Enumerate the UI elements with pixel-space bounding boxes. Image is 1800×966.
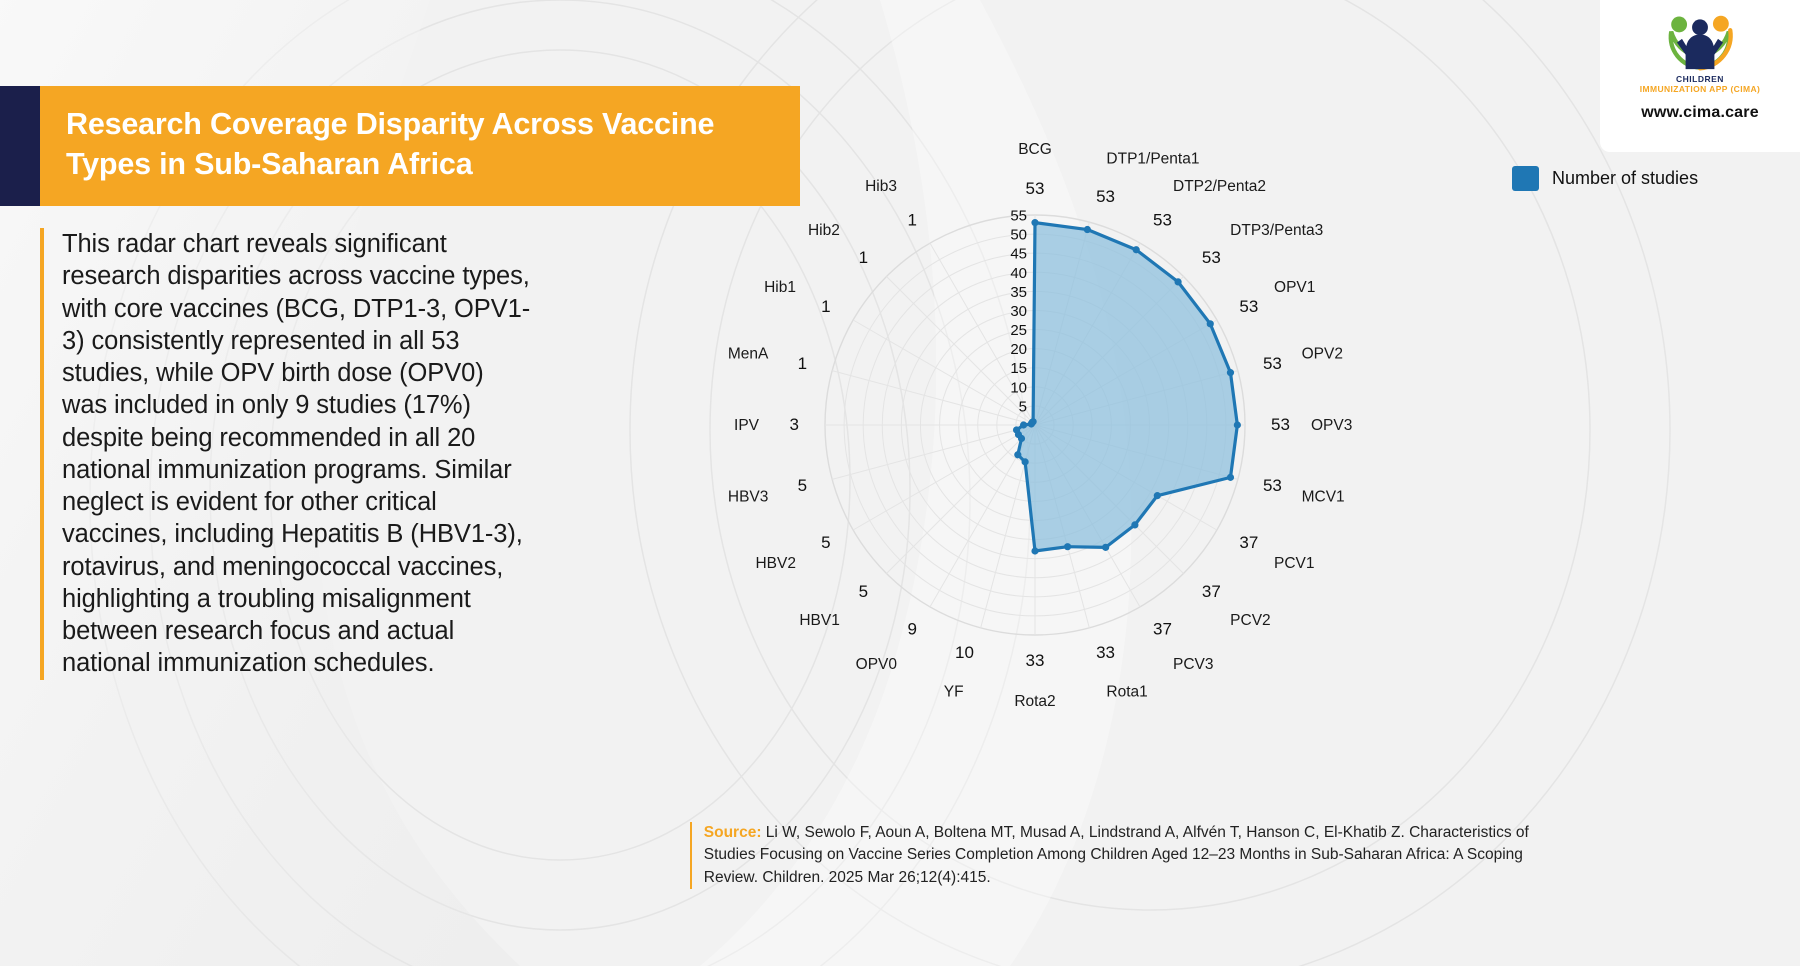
axis-value-label: 53	[1263, 354, 1282, 373]
legend-color-swatch	[1512, 166, 1539, 191]
radial-tick-label: 45	[1010, 246, 1027, 263]
axis-value-label: 53	[1263, 476, 1282, 495]
radial-tick-label: 20	[1010, 341, 1027, 358]
axis-value-label: 53	[1026, 179, 1045, 198]
axis-category-label: Hib1	[764, 279, 796, 296]
legend-label: Number of studies	[1552, 168, 1699, 188]
logo-line-2-main: IMMUNIZATION APP	[1639, 84, 1731, 94]
axis-category-label: Rota2	[1014, 693, 1055, 710]
axis-value-label: 9	[908, 619, 917, 638]
axis-category-label: PCV2	[1230, 612, 1271, 629]
axis-category-label: PCV1	[1274, 555, 1315, 572]
axis-value-label: 53	[1202, 248, 1221, 267]
axis-category-label: HBV1	[799, 612, 840, 629]
radial-tick-label: 15	[1010, 360, 1027, 377]
radial-tick-label: 35	[1010, 284, 1027, 301]
radial-tick-label: 40	[1010, 265, 1027, 282]
axis-category-label: Rota1	[1106, 684, 1147, 701]
axis-value-label: 1	[908, 211, 917, 230]
axis-value-label: 3	[790, 415, 799, 434]
axis-value-label: 53	[1153, 211, 1172, 230]
axis-value-label: 53	[1096, 187, 1115, 206]
radial-tick-label: 25	[1010, 322, 1027, 339]
axis-category-label: HBV2	[755, 555, 796, 572]
axis-value-label: 53	[1239, 297, 1258, 316]
axis-value-label: 37	[1239, 533, 1258, 552]
radial-tick-label: 30	[1010, 303, 1027, 320]
axis-category-label: MenA	[728, 346, 769, 363]
source-citation: Source: Li W, Sewolo F, Aoun A, Boltena …	[690, 822, 1560, 890]
axis-category-label: Hib2	[808, 222, 840, 239]
title-bar: Research Coverage Disparity Across Vacci…	[40, 86, 800, 206]
axis-category-label: BCG	[1018, 141, 1052, 158]
description-block: This radar chart reveals significant res…	[40, 228, 560, 680]
logo-line-2-accent: (CIMA)	[1730, 84, 1761, 94]
source-label: Source:	[703, 824, 762, 841]
axis-value-label: 5	[798, 476, 807, 495]
radar-chart-svg: 51015202530354045505553BCG53DTP1/Penta15…	[728, 141, 1352, 710]
axis-category-label: OPV3	[1311, 417, 1352, 434]
description-accent-rule	[40, 228, 44, 680]
axis-category-label: OPV1	[1274, 279, 1315, 296]
brand-logo-card: CHILDREN IMMUNIZATION APP (CIMA) www.cim…	[1600, 0, 1800, 152]
cima-logo-icon	[1668, 15, 1733, 71]
title-banner: Research Coverage Disparity Across Vacci…	[0, 86, 800, 206]
axis-category-label: MCV1	[1302, 488, 1345, 505]
axis-value-label: 33	[1096, 643, 1115, 662]
source-accent-rule	[690, 822, 692, 890]
axis-value-label: 5	[821, 533, 830, 552]
title-accent-block	[0, 86, 40, 206]
axis-category-label: PCV3	[1173, 656, 1214, 673]
axis-value-label: 33	[1026, 651, 1045, 670]
logo-website-url: www.cima.care	[1641, 104, 1759, 121]
source-text: Source: Li W, Sewolo F, Aoun A, Boltena …	[704, 822, 1560, 889]
axis-category-label: DTP3/Penta3	[1230, 222, 1323, 239]
axis-category-label: DTP1/Penta1	[1106, 150, 1199, 167]
axis-category-label: DTP2/Penta2	[1173, 178, 1266, 195]
axis-category-label: YF	[944, 684, 964, 701]
axis-category-label: Hib3	[865, 178, 897, 195]
axis-value-label: 53	[1271, 415, 1290, 434]
axis-value-label: 1	[798, 354, 807, 373]
axis-value-label: 5	[859, 582, 868, 601]
axis-value-label: 1	[859, 248, 868, 267]
axis-value-label: 1	[821, 297, 830, 316]
radial-tick-label: 5	[1019, 398, 1027, 415]
radial-tick-label: 55	[1010, 208, 1027, 225]
radar-chart: 5 10 15 20 25 30 35 40 45 50 55 53 BCG 53 DTP1/Penta1 5…	[690, 100, 1370, 740]
axis-category-label: OPV0	[856, 656, 898, 673]
axis-category-label: OPV2	[1302, 346, 1343, 363]
description-text: This radar chart reveals significant res…	[62, 230, 531, 678]
source-body: Li W, Sewolo F, Aoun A, Boltena MT, Musa…	[703, 824, 1529, 886]
logo-line-1: CHILDREN	[1676, 74, 1724, 84]
radial-tick-label: 10	[1010, 379, 1027, 396]
logo-line-2: IMMUNIZATION APP (CIMA)	[1640, 84, 1760, 94]
axis-category-label: IPV	[734, 417, 760, 434]
axis-value-label: 37	[1153, 619, 1172, 638]
chart-legend: Number of studies	[1512, 166, 1698, 191]
page-title: Research Coverage Disparity Across Vacci…	[66, 106, 715, 181]
axis-value-label: 37	[1202, 582, 1221, 601]
axis-value-label: 10	[955, 643, 974, 662]
axis-category-label: HBV3	[728, 488, 769, 505]
radial-tick-label: 50	[1010, 227, 1027, 244]
